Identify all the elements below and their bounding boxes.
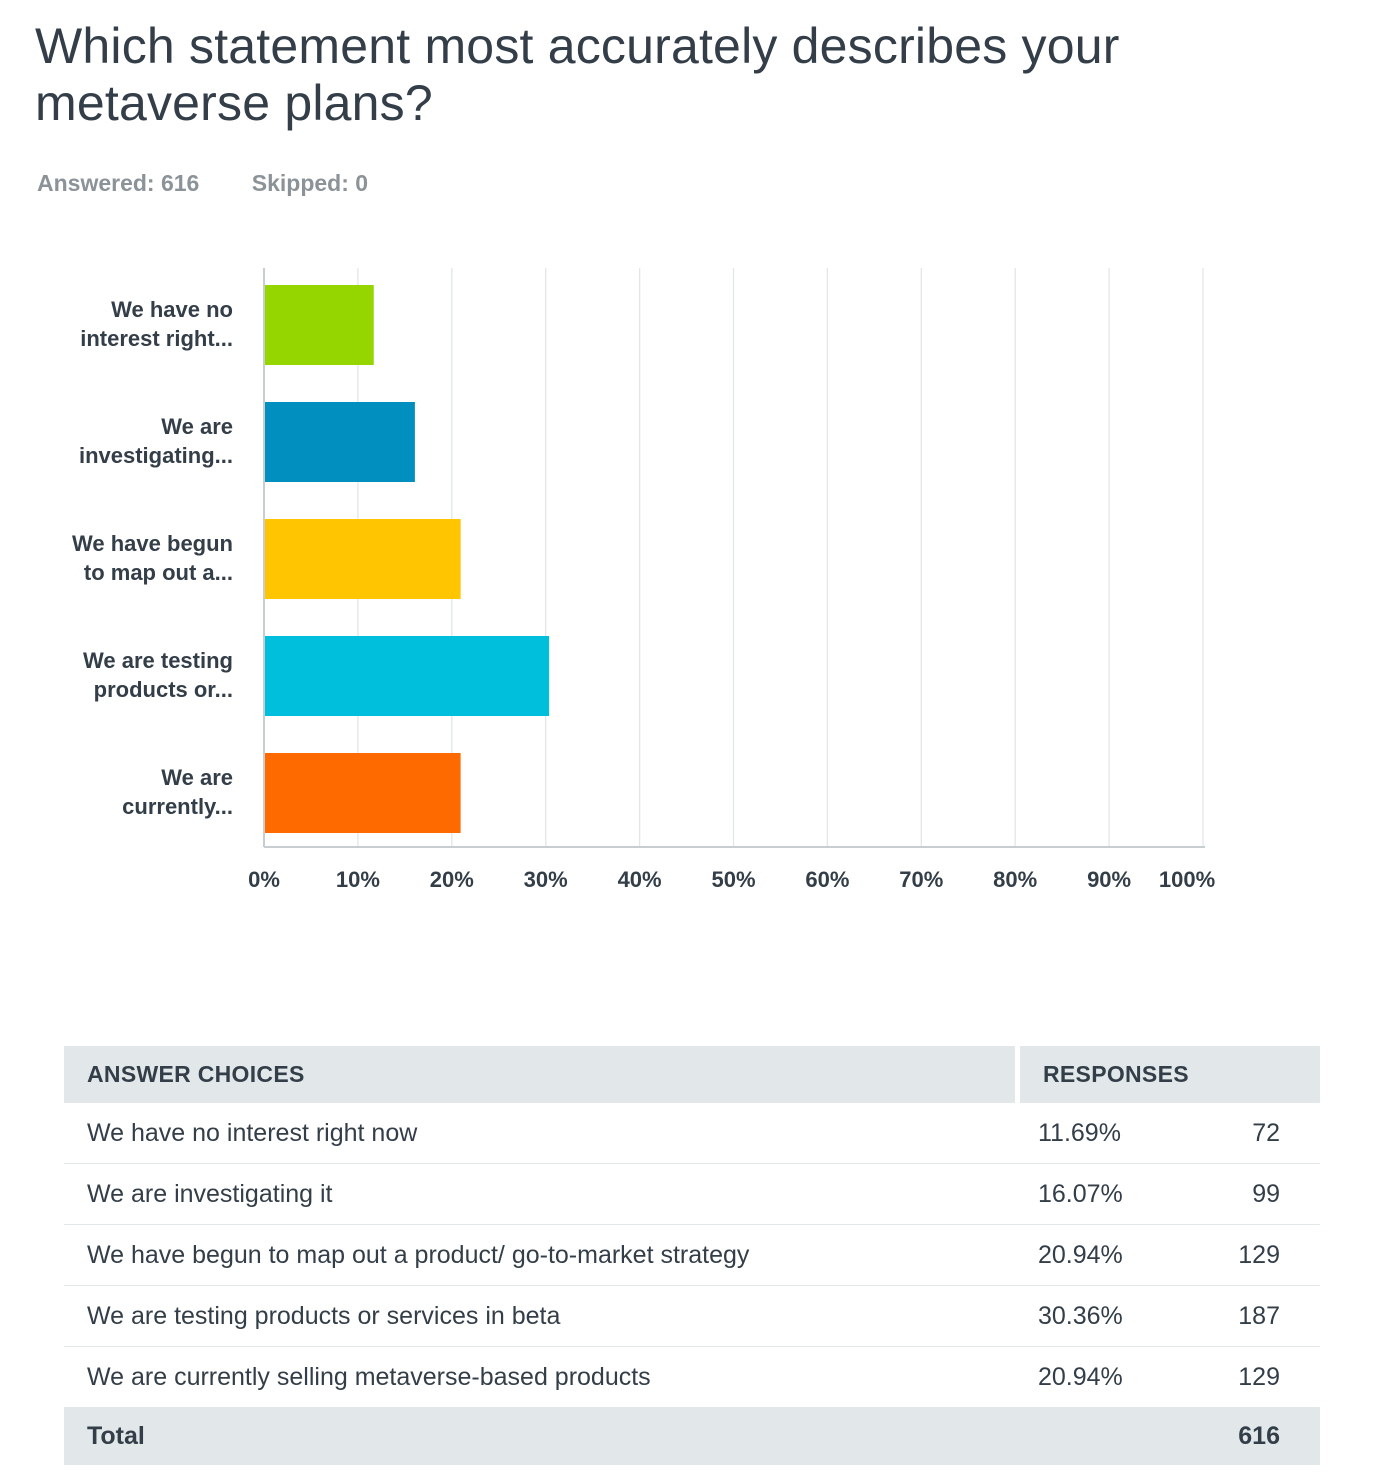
answered-count: Answered: 616 xyxy=(37,170,200,196)
answer-choice-cell: We have begun to map out a product/ go-t… xyxy=(64,1225,1015,1286)
answer-choices-header: ANSWER CHOICES xyxy=(64,1046,1015,1103)
total-count: 616 xyxy=(1168,1408,1320,1465)
table-row: We have begun to map out a product/ go-t… xyxy=(64,1225,1320,1286)
tick-label: 100% xyxy=(1159,867,1215,892)
tick-label: 20% xyxy=(430,867,474,892)
total-row: Total 616 xyxy=(64,1408,1320,1465)
answer-choice-cell: We are investigating it xyxy=(64,1164,1015,1225)
tick-label: 10% xyxy=(336,867,380,892)
percent-cell: 30.36% xyxy=(1015,1286,1168,1347)
total-spacer xyxy=(1015,1408,1168,1465)
tick-label: 0% xyxy=(248,867,280,892)
bar xyxy=(264,636,550,716)
table-row: We are currently selling metaverse-based… xyxy=(64,1347,1320,1408)
bar xyxy=(264,519,461,599)
bar-chart: We have no interest right... We are investi… xyxy=(72,268,1215,892)
category-label: We are investigating... xyxy=(79,414,233,468)
tick-label: 40% xyxy=(618,867,662,892)
responses-table: ANSWER CHOICES RESPONSES We have no inte… xyxy=(64,1046,1320,1465)
bar xyxy=(264,753,461,833)
table-row: We have no interest right now 11.69% 72 xyxy=(64,1103,1320,1164)
count-cell: 129 xyxy=(1168,1225,1320,1286)
tick-label: 90% xyxy=(1087,867,1131,892)
table-header-row: ANSWER CHOICES RESPONSES xyxy=(64,1046,1320,1103)
responses-header: RESPONSES xyxy=(1015,1046,1320,1103)
bar xyxy=(264,402,415,482)
bar xyxy=(264,285,374,365)
tick-label: 30% xyxy=(524,867,568,892)
count-cell: 187 xyxy=(1168,1286,1320,1347)
tick-label: 80% xyxy=(993,867,1037,892)
answer-choice-cell: We have no interest right now xyxy=(64,1103,1015,1164)
category-label: We are testing products or... xyxy=(83,648,233,702)
table-row: We are testing products or services in b… xyxy=(64,1286,1320,1347)
category-label: We have begun to map out a... xyxy=(72,531,233,585)
category-label: We have no interest right... xyxy=(80,297,233,351)
answer-choice-cell: We are currently selling metaverse-based… xyxy=(64,1347,1015,1408)
tick-label: 50% xyxy=(711,867,755,892)
percent-cell: 11.69% xyxy=(1015,1103,1168,1164)
count-cell: 99 xyxy=(1168,1164,1320,1225)
percent-cell: 20.94% xyxy=(1015,1347,1168,1408)
table-row: We are investigating it 16.07% 99 xyxy=(64,1164,1320,1225)
count-cell: 129 xyxy=(1168,1347,1320,1408)
tick-label: 60% xyxy=(805,867,849,892)
total-label: Total xyxy=(64,1408,1015,1465)
percent-cell: 20.94% xyxy=(1015,1225,1168,1286)
page-title: Which statement most accurately describe… xyxy=(35,18,1120,131)
percent-cell: 16.07% xyxy=(1015,1164,1168,1225)
skipped-count: Skipped: 0 xyxy=(251,170,369,196)
category-label: We are currently... xyxy=(122,765,233,819)
answer-choice-cell: We are testing products or services in b… xyxy=(64,1286,1015,1347)
tick-label: 70% xyxy=(899,867,943,892)
count-cell: 72 xyxy=(1168,1103,1320,1164)
response-stats: Answered: 616 Skipped: 0 xyxy=(37,170,414,197)
